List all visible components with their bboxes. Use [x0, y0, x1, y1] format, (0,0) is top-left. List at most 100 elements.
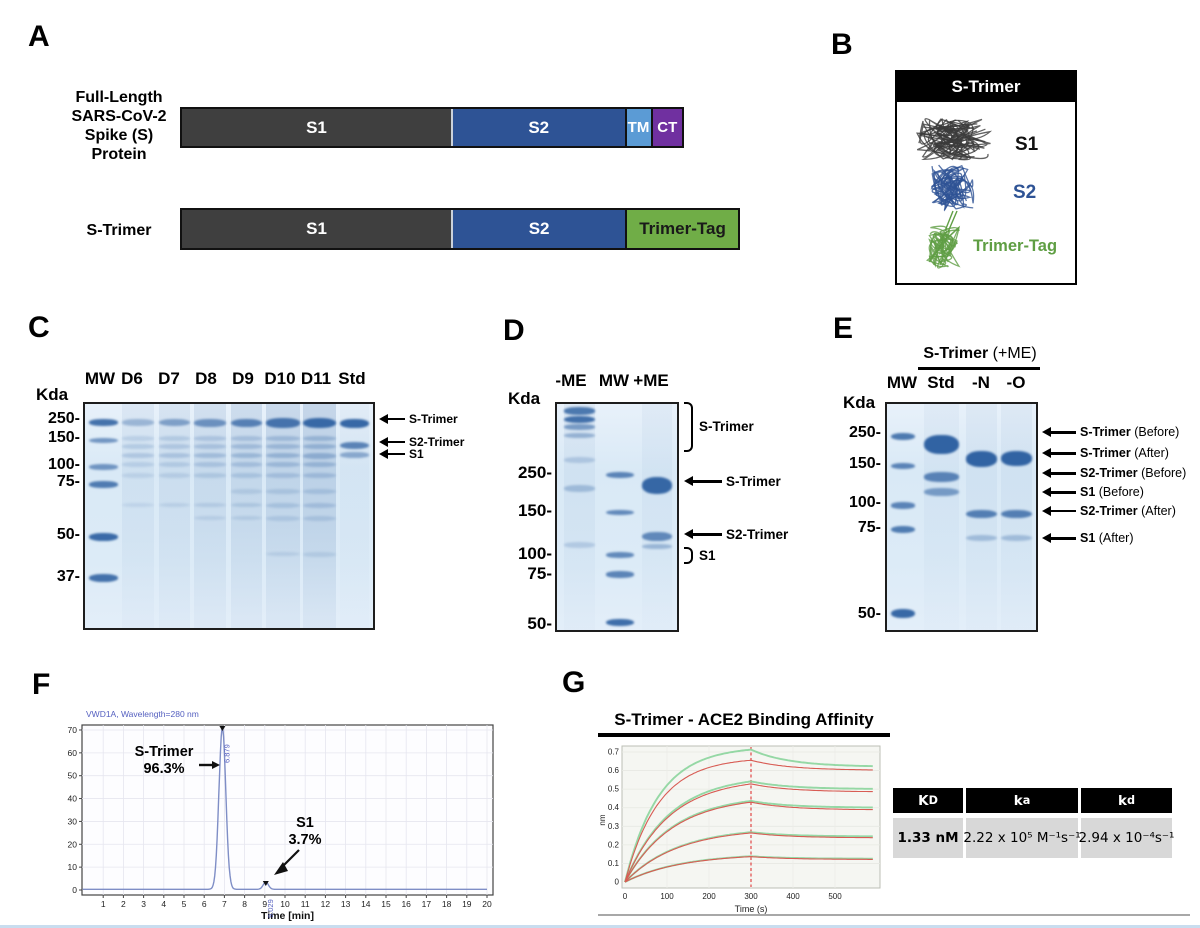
- peak-apex-marker: [219, 726, 226, 732]
- y-tick-label: 0.7: [608, 748, 620, 757]
- gel-d: [555, 402, 679, 632]
- annotation-arrow-icon: [1042, 487, 1076, 497]
- gel-lane-label: D8: [195, 369, 217, 388]
- s1-ribbon: [923, 118, 983, 160]
- mw-marker-label: 50-: [527, 614, 552, 633]
- gel-band: [564, 424, 596, 431]
- gel-band: [89, 532, 119, 541]
- s2-ribbon: [931, 165, 969, 210]
- y-tick-label: 70: [68, 725, 78, 735]
- s1-ribbon: [916, 119, 960, 158]
- gel-band: [965, 451, 998, 468]
- bli-fit-curve: [624, 832, 873, 883]
- bli-title-underline: [598, 733, 890, 737]
- gel-lane-label: D7: [158, 369, 180, 388]
- gel-e-units: Kda: [843, 393, 876, 412]
- gel-band: [230, 516, 263, 521]
- gel-band: [303, 502, 337, 509]
- gel-band: [89, 437, 119, 444]
- s2-ribbon: [932, 169, 964, 204]
- bli-fit-curve: [624, 801, 873, 883]
- gel-lane-label: +ME: [633, 371, 669, 390]
- gel-band: [194, 516, 227, 521]
- gel-band: [564, 407, 596, 415]
- gel-band: [194, 502, 227, 508]
- ka-header-sub: a: [1022, 794, 1031, 807]
- x-tick-label: 1: [101, 899, 106, 909]
- domain-segment-label: S1: [306, 219, 327, 238]
- chromatogram-frame: [81, 724, 494, 896]
- gel-annotation: S2-Trimer: [379, 436, 464, 448]
- annotation-label: S-Trimer: [699, 418, 754, 434]
- gel-lane-label: D9: [232, 369, 254, 388]
- annotation-label: S-Trimer (After): [1080, 447, 1169, 460]
- annotation-label: S-Trimer: [726, 475, 781, 489]
- domain-segment-s1: S1: [182, 210, 452, 248]
- annotation-label-bold: S1: [1080, 485, 1096, 500]
- annotation-label-bold: S-Trimer: [1080, 445, 1131, 460]
- bli-fit-curve: [624, 856, 873, 883]
- construct1-name: Full-Length SARS-CoV-2 Spike (S) Protein: [54, 88, 184, 164]
- gel-band: [266, 502, 300, 508]
- kd-rate-header-base: k: [1117, 792, 1127, 809]
- domain-segment-label: S1: [306, 117, 327, 137]
- domain-segment-s2: S2: [451, 109, 625, 146]
- gel-annotation: S-Trimer (Before): [1042, 426, 1179, 439]
- x-tick-label: 10: [280, 899, 290, 909]
- x-tick-label: 18: [442, 899, 452, 909]
- gel-annotation: S1: [379, 448, 424, 460]
- gel-lane: [230, 404, 263, 628]
- gel-band: [89, 574, 119, 583]
- gel-lane-label: -N: [972, 373, 990, 392]
- structure-s1-label: S1: [1015, 134, 1039, 155]
- s1-peak-percent: 3.7%: [288, 832, 321, 848]
- x-tick-label: 5: [182, 899, 187, 909]
- gel-lane: [122, 404, 155, 628]
- gel-band: [158, 462, 191, 467]
- gel-band: [194, 419, 227, 427]
- domain-segment-label: S2: [528, 117, 550, 137]
- y-tick-label: 0: [72, 885, 77, 895]
- mw-marker-label: 50-: [56, 526, 80, 543]
- annotation-arrow-icon: [1042, 533, 1076, 543]
- gel-band: [606, 618, 634, 626]
- y-tick-label: 0.4: [608, 803, 620, 812]
- y-tick-label: 0.3: [608, 822, 620, 831]
- annotation-label: S1 (After): [1080, 532, 1134, 545]
- gel-annotation: S-Trimer: [379, 413, 458, 425]
- s1-ribbon: [932, 127, 991, 153]
- retention-time-label: 9.029: [266, 899, 275, 918]
- kd-rate-value: 2.94 x 10⁻⁴s⁻¹: [1079, 818, 1174, 858]
- annotation-arrow-icon: [379, 414, 405, 423]
- mw-marker-label: 250-: [47, 410, 80, 427]
- gel-band: [122, 444, 155, 449]
- construct1-name-line3: Spike (S): [84, 127, 154, 144]
- gel-band: [266, 551, 300, 557]
- mw-marker-label: 100-: [848, 494, 881, 511]
- gel-band: [564, 484, 596, 492]
- gel-e: [885, 402, 1038, 632]
- gel-band: [1000, 535, 1033, 542]
- bli-data-curve: [624, 748, 873, 883]
- gel-band: [965, 535, 998, 542]
- gel-band: [564, 415, 596, 423]
- x-tick-label: 14: [361, 899, 371, 909]
- annotation-label: S2-Trimer: [726, 528, 788, 542]
- gel-lane: [606, 404, 634, 630]
- gel-band: [266, 453, 300, 459]
- gel-band: [230, 436, 263, 441]
- gel-band: [303, 417, 337, 429]
- domain-segment-label: S2: [528, 219, 550, 238]
- strimer-structure-title: S-Trimer: [897, 72, 1075, 102]
- x-tick-label: 17: [422, 899, 432, 909]
- gel-band: [303, 436, 337, 442]
- gel-lane: [158, 404, 191, 628]
- mw-marker-label: 75-: [857, 519, 881, 536]
- y-tick-label: 60: [68, 748, 78, 758]
